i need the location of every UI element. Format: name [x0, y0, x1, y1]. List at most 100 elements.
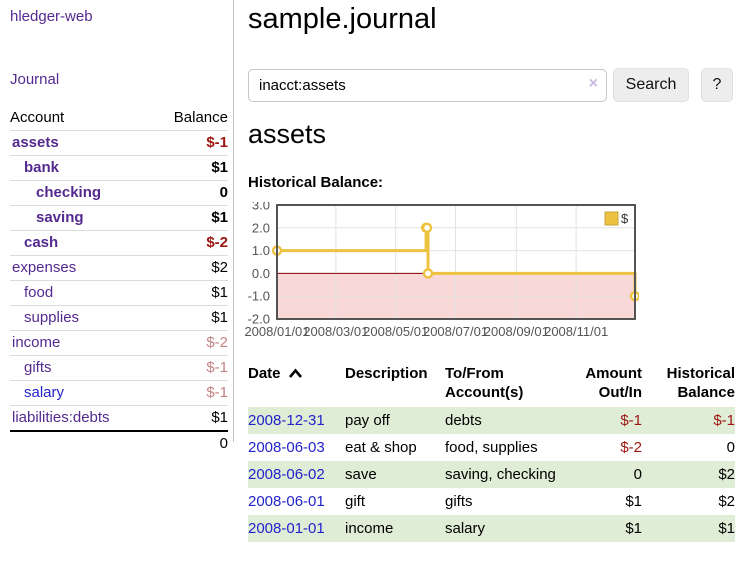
- txn-description: save: [345, 466, 377, 483]
- txn-date-link[interactable]: 2008-06-01: [248, 493, 325, 510]
- account-balance: 0: [151, 180, 228, 206]
- register-row: 2008-06-02 save saving, checking 0 $2: [248, 461, 735, 488]
- account-balance: $1: [151, 280, 228, 306]
- account-balance: $1: [151, 205, 228, 231]
- sort-asc-icon: [288, 368, 302, 378]
- txn-accounts: debts: [445, 412, 482, 429]
- accounts-total-row: 0: [10, 430, 228, 456]
- account-row: expenses $2: [10, 255, 228, 281]
- txn-balance: $1: [718, 520, 735, 537]
- account-balance: $-1: [151, 380, 228, 406]
- x-tick-label: 2008/01/01: [244, 324, 309, 339]
- txn-date-cell: 2008-12-31: [248, 407, 345, 434]
- txn-date-cell: 2008-06-02: [248, 461, 345, 488]
- accounts-header-balance: Balance: [173, 109, 228, 126]
- txn-description: income: [345, 520, 394, 537]
- x-tick-label: 2008/03/01: [303, 324, 368, 339]
- x-tick-label: 2008/07/01: [423, 324, 488, 339]
- accounts-total: 0: [151, 430, 228, 456]
- y-tick-label: -1.0: [248, 289, 270, 304]
- data-point-marker: [421, 222, 433, 233]
- txn-description: eat & shop: [345, 439, 417, 456]
- txn-accounts: food, supplies: [445, 439, 538, 456]
- account-row: bank $1: [10, 155, 228, 181]
- account-row: supplies $1: [10, 305, 228, 331]
- register-row: 2008-01-01 income salary $1 $1: [248, 515, 735, 542]
- txn-amount: $1: [625, 493, 642, 510]
- account-link[interactable]: supplies: [24, 309, 80, 326]
- txn-amount: $1: [625, 520, 642, 537]
- txn-balance: $2: [718, 466, 735, 483]
- x-tick-label: 2008/09/01: [484, 324, 549, 339]
- txn-description: pay off: [345, 412, 390, 429]
- journal-link[interactable]: Journal: [10, 71, 60, 88]
- txn-balance: $2: [718, 493, 735, 510]
- data-point-marker: [422, 268, 434, 279]
- search-form: × Search ?: [248, 68, 733, 102]
- txn-date-link[interactable]: 2008-06-03: [248, 439, 325, 456]
- txn-description: gift: [345, 493, 366, 510]
- search-input[interactable]: [248, 68, 607, 102]
- account-balance: $-2: [151, 230, 228, 256]
- x-tick-label: 2008/05/01: [363, 324, 428, 339]
- register-row: 2008-06-01 gift gifts $1 $2: [248, 488, 735, 515]
- app-title-link[interactable]: hledger-web: [10, 8, 93, 25]
- txn-amount: 0: [633, 466, 642, 483]
- account-balance: $-1: [151, 130, 228, 156]
- account-link[interactable]: expenses: [12, 259, 77, 276]
- register-header-row: Date Description To/From Account(s) Amou…: [248, 362, 735, 407]
- txn-date-link[interactable]: 2008-06-02: [248, 466, 325, 483]
- account-balance: $2: [151, 255, 228, 281]
- search-input-wrap: ×: [248, 68, 607, 102]
- y-tick-label: -2.0: [248, 312, 270, 327]
- accounts-header-account: Account: [10, 109, 65, 126]
- account-link[interactable]: gifts: [24, 359, 52, 376]
- register-table: Date Description To/From Account(s) Amou…: [248, 362, 735, 542]
- y-tick-label: 0.0: [252, 266, 270, 281]
- account-row: cash $-2: [10, 230, 228, 256]
- register-header-balance: Historical Balance: [666, 365, 735, 401]
- account-link[interactable]: cash: [24, 234, 59, 251]
- txn-date-link[interactable]: 2008-01-01: [248, 520, 325, 537]
- accounts-table: Account Balance assets $-1 bank $1 checking 0…: [10, 106, 228, 456]
- txn-balance: 0: [726, 439, 735, 456]
- balance-chart: $3.0 2.0 1.0 0.0 -1.0 -2.0 2008/01/01 2008/03/0…: [241, 198, 641, 342]
- txn-date-cell: 2008-06-03: [248, 434, 345, 461]
- txn-accounts: salary: [445, 520, 486, 537]
- account-balance: $1: [151, 405, 228, 431]
- register-header-date[interactable]: Date: [248, 362, 345, 407]
- account-link[interactable]: assets: [12, 134, 59, 151]
- y-tick-label: 2.0: [252, 220, 270, 235]
- account-row: salary $-1: [10, 380, 228, 406]
- register-header-description: Description: [345, 365, 428, 382]
- chart-title: Historical Balance:: [248, 174, 384, 191]
- account-balance: $-1: [151, 355, 228, 381]
- account-link[interactable]: food: [24, 284, 54, 301]
- help-button[interactable]: ?: [701, 68, 733, 102]
- txn-accounts: saving, checking: [445, 466, 556, 483]
- account-link[interactable]: saving: [36, 209, 84, 226]
- account-link[interactable]: bank: [24, 159, 60, 176]
- register-header-amount: Amount Out/In: [585, 365, 642, 401]
- accounts-header-row: Account Balance: [10, 106, 228, 131]
- account-link[interactable]: checking: [36, 184, 102, 201]
- account-balance: $1: [151, 155, 228, 181]
- register-row: 2008-12-31 pay off debts $-1 $-1: [248, 407, 735, 434]
- x-tick-label: 2008/11/01: [544, 324, 608, 339]
- txn-amount: $-1: [620, 412, 642, 429]
- account-link[interactable]: liabilities:debts: [12, 409, 110, 426]
- txn-date-link[interactable]: 2008-12-31: [248, 412, 325, 429]
- legend-label: $: [621, 211, 629, 226]
- account-row: saving $1: [10, 205, 228, 231]
- y-tick-label: 1.0: [252, 243, 270, 258]
- account-row: income $-2: [10, 330, 228, 356]
- search-button[interactable]: Search: [613, 68, 689, 102]
- account-link[interactable]: salary: [24, 384, 65, 401]
- account-link[interactable]: income: [12, 334, 61, 351]
- account-row: liabilities:debts $1: [10, 405, 228, 431]
- account-row: checking 0: [10, 180, 228, 206]
- register-header-accounts: To/From Account(s): [445, 365, 524, 401]
- account-row: food $1: [10, 280, 228, 306]
- clear-search-icon[interactable]: ×: [588, 74, 598, 92]
- txn-date-cell: 2008-01-01: [248, 515, 345, 542]
